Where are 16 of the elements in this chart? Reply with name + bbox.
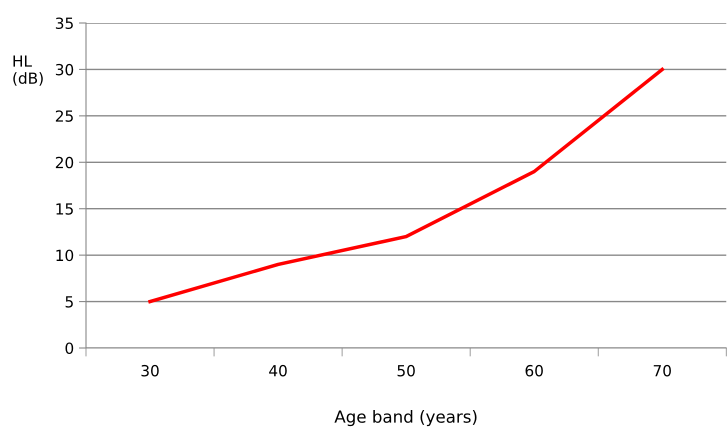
y-tick-label: 5 bbox=[66, 296, 73, 308]
y-tick-label: 10 bbox=[56, 250, 74, 262]
x-axis-title: Age band (years) bbox=[334, 410, 477, 426]
y-axis-title: HL (dB) bbox=[13, 55, 43, 86]
y-tick-label: 25 bbox=[56, 110, 73, 122]
line-series bbox=[148, 68, 664, 304]
y-tick-label: 30 bbox=[56, 64, 74, 76]
y-tick-label: 0 bbox=[65, 342, 74, 354]
x-tick-label: 30 bbox=[141, 364, 159, 376]
y-tick-label: 15 bbox=[56, 203, 73, 215]
x-tick-label: 50 bbox=[398, 364, 415, 376]
x-tick-label: 40 bbox=[269, 364, 287, 376]
x-tick-label: 70 bbox=[654, 364, 671, 376]
y-tick-label: 35 bbox=[56, 17, 73, 30]
y-tick-label: 20 bbox=[56, 156, 74, 168]
x-tick-label: 60 bbox=[526, 364, 543, 376]
